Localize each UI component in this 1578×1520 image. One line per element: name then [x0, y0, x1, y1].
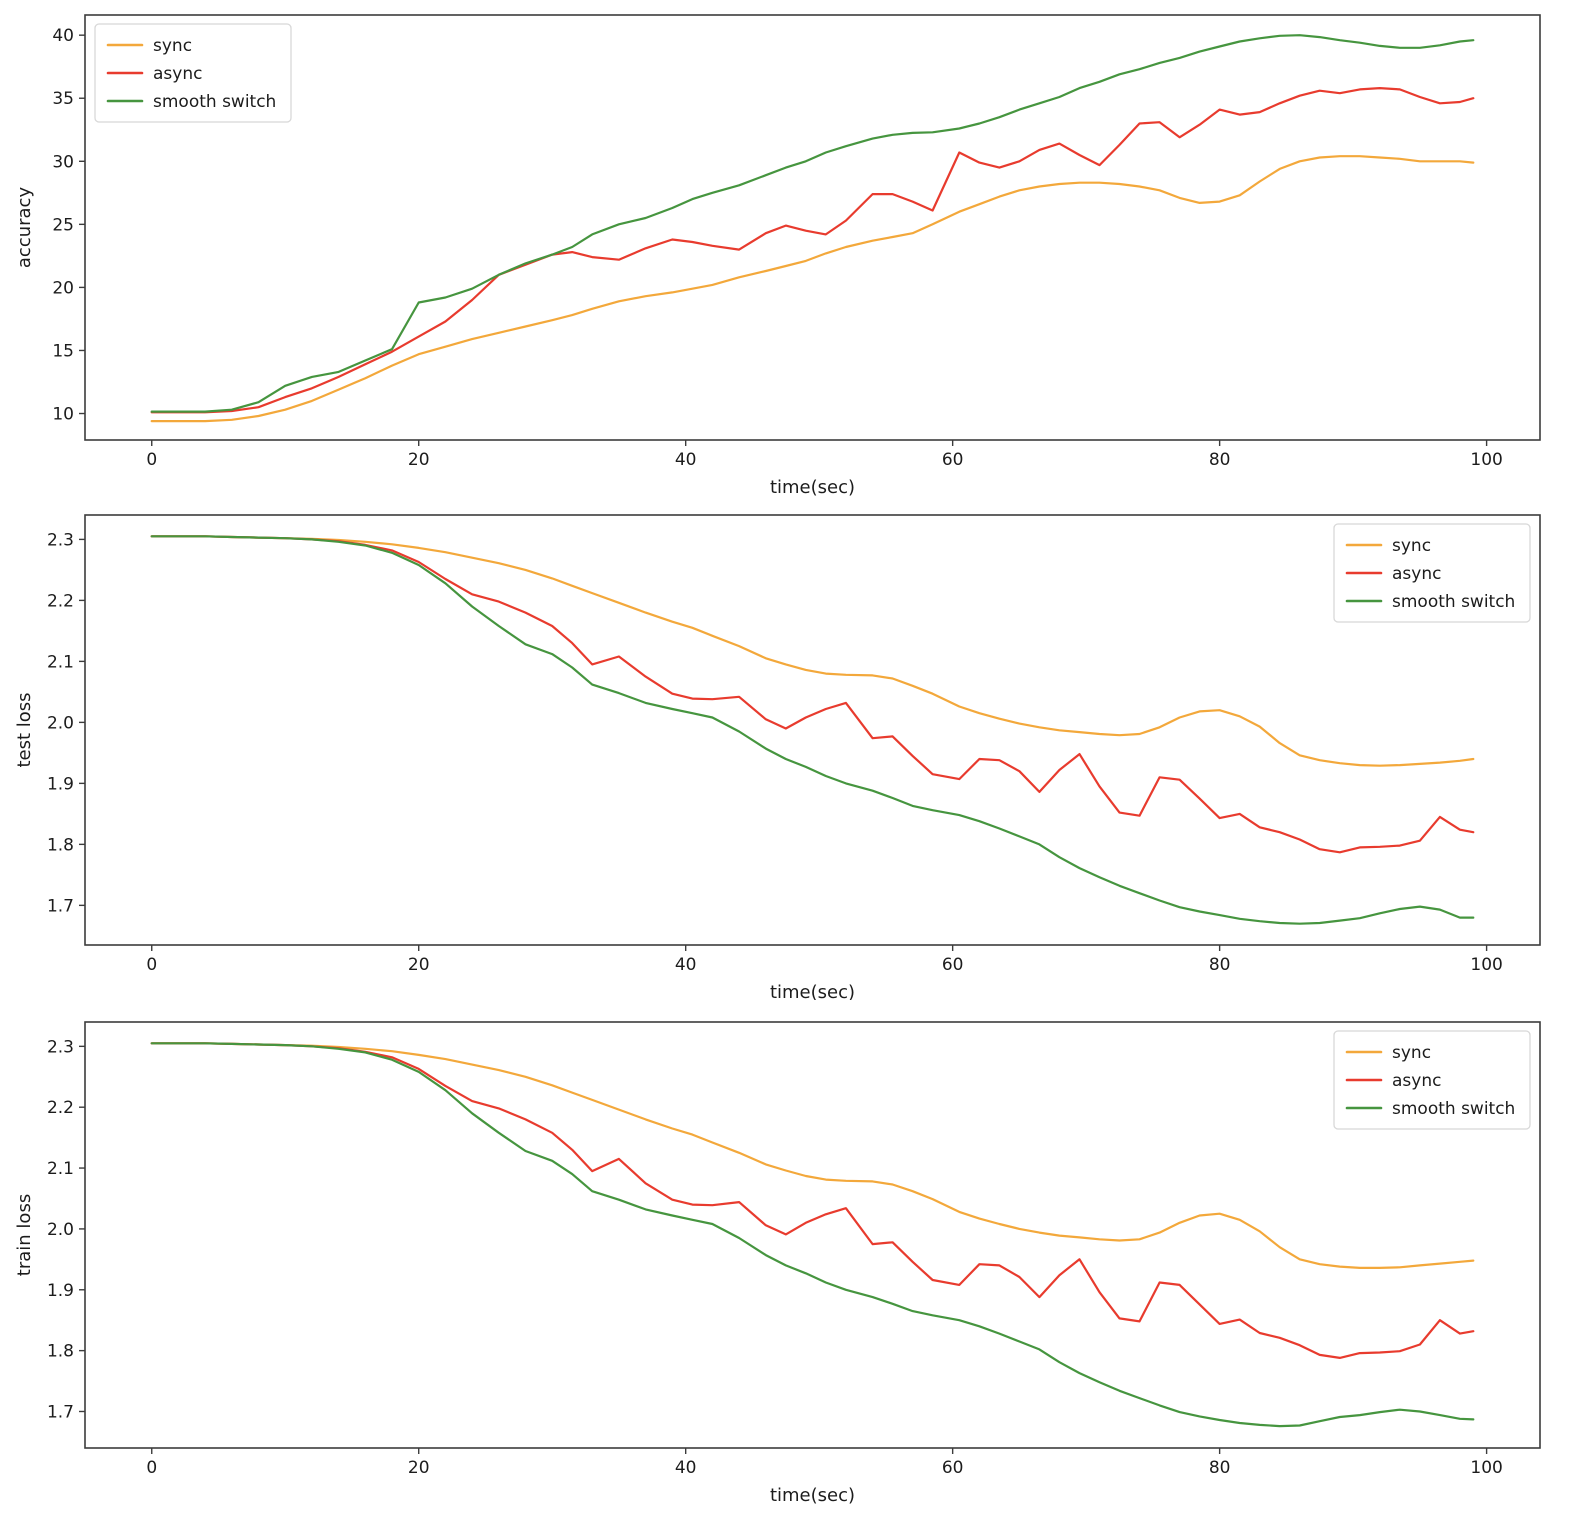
- y-tick-label: 1.9: [47, 1281, 74, 1301]
- y-axis-label: train loss: [14, 1194, 35, 1276]
- x-tick-label: 0: [146, 1458, 157, 1478]
- series-line-sync: [150, 155, 1475, 423]
- y-tick-label: 25: [52, 215, 74, 235]
- x-tick-label: 60: [942, 450, 964, 470]
- chart-background: [0, 505, 1578, 1000]
- legend-box: [1333, 1030, 1531, 1130]
- x-tick-label: 80: [1209, 1458, 1231, 1478]
- x-tick-label: 0: [146, 450, 157, 470]
- x-tick-label: 80: [1209, 955, 1231, 975]
- plot-border: [84, 514, 1541, 946]
- y-tick-label: 1.8: [47, 1342, 74, 1362]
- y-tick-label: 40: [52, 26, 74, 46]
- plot-border: [84, 14, 1541, 441]
- series-line-sync: [150, 1042, 1475, 1269]
- legend-label-smooth-switch: smooth switch: [1392, 592, 1515, 612]
- legend-box: [1333, 523, 1531, 623]
- legend-box: [94, 23, 292, 123]
- legend-label-sync: sync: [1392, 536, 1431, 556]
- legend-label-async: async: [1392, 1071, 1441, 1091]
- train-loss-chart: 0 20 40 60 80 100 1.7 1.8 1.9 2.0 2.1 2.2 2.3 time(se…: [0, 1000, 1578, 1520]
- x-tick-label: 40: [675, 955, 697, 975]
- legend: sync async smooth switch: [94, 23, 292, 123]
- y-tick-label: 10: [52, 405, 74, 425]
- x-tick-label: 60: [942, 1458, 964, 1478]
- legend: sync async smooth switch: [1333, 1030, 1531, 1130]
- y-tick-label: 2.3: [47, 1037, 74, 1057]
- legend-label-async: async: [153, 64, 202, 84]
- y-tick-label: 2.1: [47, 652, 74, 672]
- x-tick-label: 60: [942, 955, 964, 975]
- series-line-async: [150, 535, 1475, 854]
- y-tick-label: 1.9: [47, 774, 74, 794]
- y-tick-label: 1.8: [47, 835, 74, 855]
- y-tick-label: 2.2: [47, 591, 74, 611]
- x-tick-label: 0: [146, 955, 157, 975]
- series-line-sync: [150, 535, 1475, 767]
- x-tick-label: 40: [675, 450, 697, 470]
- x-axis-label: time(sec): [770, 1485, 855, 1506]
- y-axis-label: accuracy: [14, 187, 35, 269]
- y-tick-label: 35: [52, 89, 74, 109]
- y-tick-label: 1.7: [47, 896, 74, 916]
- y-tick-label: 2.3: [47, 530, 74, 550]
- accuracy-chart: 0 20 40 60 80 100 10 15 20 25 30 35 40 time(sec) accur…: [0, 0, 1578, 505]
- x-tick-label: 100: [1470, 1458, 1502, 1478]
- y-tick-label: 30: [52, 152, 74, 172]
- y-tick-label: 1.7: [47, 1402, 74, 1422]
- x-tick-label: 100: [1470, 450, 1502, 470]
- legend-label-sync: sync: [1392, 1043, 1431, 1063]
- series-line-smooth-switch: [150, 1042, 1475, 1428]
- x-axis-label: time(sec): [770, 477, 855, 498]
- legend-label-async: async: [1392, 564, 1441, 584]
- x-tick-label: 80: [1209, 450, 1231, 470]
- y-tick-label: 2.0: [47, 713, 74, 733]
- y-tick-label: 2.2: [47, 1098, 74, 1118]
- x-tick-label: 20: [408, 955, 430, 975]
- legend: sync async smooth switch: [1333, 523, 1531, 623]
- plot-border: [84, 1021, 1541, 1449]
- y-tick-label: 15: [52, 341, 74, 361]
- x-tick-label: 100: [1470, 955, 1502, 975]
- series-line-smooth-switch: [150, 535, 1475, 925]
- series-line-smooth-switch: [150, 34, 1475, 413]
- legend-label-smooth-switch: smooth switch: [153, 92, 276, 112]
- y-tick-label: 2.1: [47, 1159, 74, 1179]
- y-tick-label: 20: [52, 278, 74, 298]
- test-loss-chart: 0 20 40 60 80 100 1.7 1.8 1.9 2.0 2.1 2.2 2.3 time(se…: [0, 505, 1578, 1000]
- chart-background: [0, 1000, 1578, 1520]
- x-tick-label: 20: [408, 450, 430, 470]
- series-line-async: [150, 86, 1475, 414]
- x-axis-label: time(sec): [770, 982, 855, 1000]
- x-tick-label: 20: [408, 1458, 430, 1478]
- legend-label-smooth-switch: smooth switch: [1392, 1099, 1515, 1119]
- y-tick-label: 2.0: [47, 1220, 74, 1240]
- series-line-async: [150, 1042, 1475, 1359]
- y-axis-label: test loss: [14, 692, 35, 767]
- x-tick-label: 40: [675, 1458, 697, 1478]
- legend-label-sync: sync: [153, 36, 192, 56]
